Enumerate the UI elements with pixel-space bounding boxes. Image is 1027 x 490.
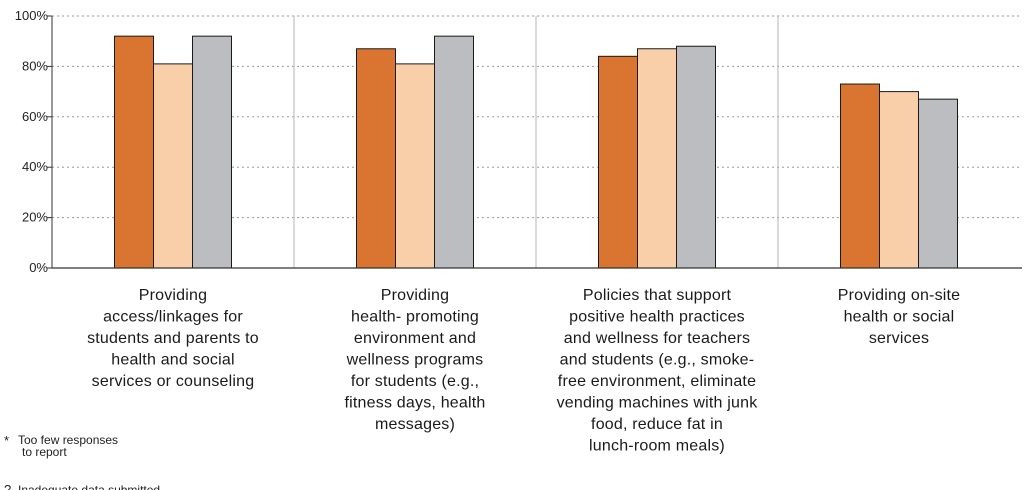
x-category-label: Policies that support positive health pra… bbox=[557, 287, 759, 455]
y-tick-label: 80% bbox=[22, 58, 48, 73]
y-tick-label: 20% bbox=[22, 210, 48, 225]
footnote-text: Inadequate data submitted bbox=[18, 483, 160, 490]
bar bbox=[598, 55, 638, 269]
bar bbox=[676, 45, 716, 269]
y-tick-label: 60% bbox=[22, 109, 48, 124]
bar bbox=[879, 91, 919, 269]
y-tick-label: 100% bbox=[15, 8, 49, 23]
bar bbox=[356, 48, 396, 269]
footnote-mark: ? bbox=[4, 482, 11, 490]
x-category-label: Providing on-site health or social service… bbox=[838, 287, 961, 347]
y-tick-label: 40% bbox=[22, 159, 48, 174]
bar bbox=[153, 63, 193, 269]
bar bbox=[637, 48, 677, 269]
footnote-text: Too few responses to report bbox=[18, 433, 118, 459]
bar bbox=[114, 35, 154, 269]
x-category-label: Providing health- promoting environment an… bbox=[345, 287, 486, 433]
bar bbox=[840, 83, 880, 269]
bar bbox=[434, 35, 474, 269]
x-category-label: Providing access/linkages for students and… bbox=[87, 287, 259, 390]
bar bbox=[395, 63, 435, 269]
y-tick-label: 0% bbox=[29, 260, 48, 275]
footnote-mark: * bbox=[4, 433, 9, 448]
bar bbox=[918, 98, 958, 269]
bar bbox=[192, 35, 232, 269]
